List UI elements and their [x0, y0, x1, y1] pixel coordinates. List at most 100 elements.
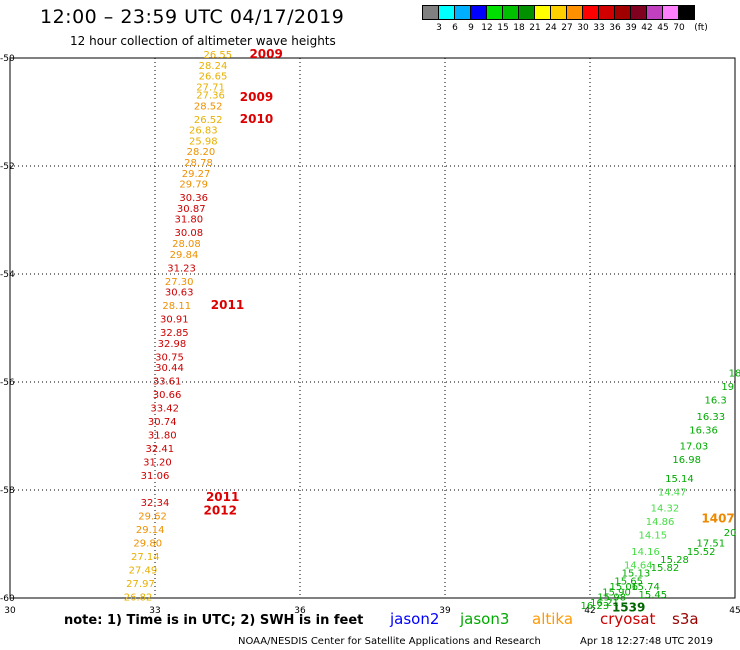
- scale-label: 3: [436, 23, 442, 33]
- legend-s3a: s3a: [672, 610, 699, 628]
- wave-height-value: 15.82: [651, 563, 680, 574]
- wave-height-value: 29.79: [179, 180, 208, 191]
- color-scale: [422, 5, 695, 20]
- legend-altika: altika: [532, 610, 574, 628]
- wave-height-value: 28.20: [187, 147, 216, 158]
- scale-swatch: [678, 5, 695, 20]
- credit-line: NOAA/NESDIS Center for Satellite Applica…: [238, 636, 541, 647]
- wave-height-value: 29.14: [136, 525, 165, 536]
- wave-height-value: 20: [724, 528, 737, 539]
- wave-height-value: 16.21: [590, 598, 619, 609]
- pass-time-label: 1539: [612, 601, 645, 615]
- wave-height-value: 14.16: [631, 547, 660, 558]
- y-tick-label: -60: [0, 594, 15, 604]
- scale-label: 42: [641, 23, 653, 33]
- scale-label: 6: [452, 23, 458, 33]
- wave-height-value: 31.20: [143, 458, 172, 469]
- wave-height-value: 27.14: [131, 552, 160, 563]
- wave-height-value: 27.49: [129, 566, 158, 577]
- pass-time-label: 2010: [240, 112, 273, 126]
- x-tick-label: 42: [584, 606, 595, 616]
- scale-label: 30: [577, 23, 589, 33]
- scale-label: (ft): [694, 23, 708, 33]
- x-tick-label: 39: [439, 606, 451, 616]
- y-tick-label: -58: [0, 486, 15, 496]
- wave-height-value: 30.87: [177, 204, 206, 215]
- wave-height-value: 26.83: [189, 126, 218, 137]
- wave-height-value: 15.65: [614, 577, 643, 588]
- wave-height-value: 27.71: [196, 82, 225, 93]
- wave-height-value: 31.80: [148, 431, 177, 442]
- wave-height-value: 32.98: [158, 339, 187, 350]
- x-tick-label: 33: [149, 606, 160, 616]
- wave-height-value: 16.3: [705, 396, 727, 407]
- wave-height-value: 29.80: [133, 539, 162, 550]
- wave-height-value: 16.98: [672, 455, 701, 466]
- wave-height-value: 26.82: [124, 593, 153, 604]
- scale-label: 27: [561, 23, 573, 33]
- wave-height-value: 14.64: [624, 560, 653, 571]
- wave-height-value: 32.41: [146, 444, 175, 455]
- wave-height-value: 15.90: [602, 587, 631, 598]
- wave-height-value: 15.13: [622, 568, 651, 579]
- legend-jason2: jason2: [390, 610, 440, 628]
- wave-height-value: 30.36: [179, 193, 208, 204]
- plot-frame: [9, 57, 736, 599]
- wave-height-value: 29.62: [138, 512, 167, 523]
- x-tick-label: 30: [4, 606, 16, 616]
- wave-height-value: 29.84: [170, 250, 199, 261]
- wave-height-value: 15.98: [597, 593, 626, 604]
- wave-height-value: 30.75: [155, 352, 184, 363]
- wave-height-value: 14.86: [646, 517, 675, 528]
- wave-height-value: 33.42: [150, 404, 179, 415]
- wave-height-value: 31.06: [141, 471, 170, 482]
- wave-height-value: 14.47: [658, 487, 687, 498]
- generated-timestamp: Apr 18 12:27:48 UTC 2019: [580, 636, 713, 647]
- wave-height-value: 30.08: [175, 228, 204, 239]
- wave-height-value: 26.65: [199, 72, 228, 83]
- scale-label: 70: [673, 23, 685, 33]
- pass-time-label: 1407: [701, 511, 734, 525]
- color-scale-labels: 3 6 9 12 15 18 21 24 27 30 33 36 39 42 45 70 (ft): [422, 23, 740, 35]
- pass-time-label: 2011: [211, 298, 244, 312]
- wave-height-value: 14.32: [651, 504, 680, 515]
- wave-height-value: 14.15: [639, 531, 668, 542]
- scale-label: 24: [545, 23, 557, 33]
- pass-time-label: 2012: [204, 503, 237, 517]
- wave-height-value: 28.08: [172, 239, 201, 250]
- page-title: 12:00 – 23:59 UTC 04/17/2019: [40, 6, 345, 28]
- wave-height-value: 28.24: [199, 61, 228, 72]
- y-tick-label: -56: [0, 378, 15, 388]
- wave-height-value: 30.91: [160, 315, 189, 326]
- page-subtitle: 12 hour collection of altimeter wave hei…: [70, 34, 336, 48]
- wave-height-value: 19: [721, 382, 734, 393]
- wave-height-value: 32.34: [141, 498, 170, 509]
- wave-height-value: 30.66: [153, 390, 182, 401]
- y-tick-label: -50: [0, 54, 15, 64]
- y-tick-label: -54: [0, 270, 15, 280]
- pass-time-label: 2009: [249, 47, 282, 61]
- wave-height-value: 15.14: [665, 474, 694, 485]
- scale-label: 9: [468, 23, 474, 33]
- scale-label: 12: [481, 23, 493, 33]
- wave-height-value: 17.03: [680, 442, 709, 453]
- wave-height-value: 30.63: [165, 288, 194, 299]
- satellite-legend: jason2 jason3 altika cryosat s3a: [0, 610, 740, 632]
- wave-height-value: 27.97: [126, 579, 155, 590]
- wave-height-value: 16.36: [689, 425, 718, 436]
- wave-height-value: 16.33: [697, 412, 726, 423]
- scale-label: 21: [529, 23, 541, 33]
- scale-label: 45: [657, 23, 669, 33]
- wave-height-value: 31.23: [167, 263, 196, 274]
- wave-height-value: 15.45: [639, 590, 668, 601]
- units-note: note: 1) Time is in UTC; 2) SWH is in fe…: [64, 613, 364, 628]
- scale-label: 15: [497, 23, 509, 33]
- wave-height-value: 16.23: [581, 601, 610, 612]
- scale-label: 33: [593, 23, 605, 33]
- wave-height-value: 15.28: [660, 555, 689, 566]
- wave-height-value: 18: [729, 369, 740, 380]
- wave-height-value: 32.85: [160, 328, 189, 339]
- scale-label: 39: [625, 23, 637, 33]
- x-tick-label: 45: [729, 606, 740, 616]
